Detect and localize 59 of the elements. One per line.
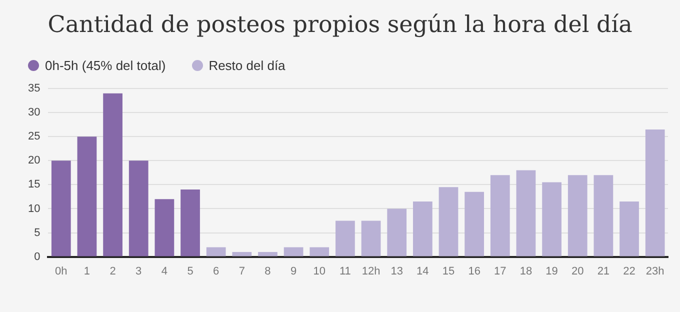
legend-label: Resto del día [208,58,286,72]
bar [51,160,71,256]
x-tick-label: 20 [571,265,584,278]
bar [387,208,407,256]
bar [284,247,304,256]
bar [542,182,562,256]
chart-title: Cantidad de posteos propios según la hora del día [46,12,634,40]
y-tick-label: 5 [34,226,40,239]
bar [336,220,355,256]
x-tick-label: 11 [339,265,351,278]
bar [310,247,330,256]
bar [568,175,588,256]
x-tick-label: 2 [110,265,116,278]
x-tick-label: 21 [597,265,610,278]
y-tick-label: 10 [28,202,40,215]
bar [128,160,148,256]
bar [154,199,174,256]
x-tick-label: 6 [213,265,220,278]
x-tick-label: 23h [646,265,664,278]
x-tick-label: 19 [546,265,558,278]
bar [361,220,381,256]
x-tick-label: 16 [468,265,480,278]
bar [594,175,614,256]
x-tick-label: 7 [238,265,245,278]
y-tick-label: 15 [28,178,40,191]
bar [620,202,639,256]
y-tick-label: 35 [28,82,40,95]
x-tick-label: 17 [494,265,506,278]
x-tick-label: 10 [313,265,326,278]
x-tick-label: 3 [136,265,142,278]
bar [258,252,278,256]
bar [645,129,665,256]
bar [516,170,536,256]
bar [412,202,432,256]
legend-label: 0h-5h (45% del total) [44,58,166,72]
x-tick-label: 13 [390,265,403,278]
x-tick-label: 14 [416,265,429,278]
bar [180,190,200,256]
x-tick-label: 22 [623,265,636,278]
x-tick-label: 8 [264,265,271,278]
x-tick-label: 5 [187,265,194,278]
bar [206,247,226,256]
bar [77,136,97,256]
bar [490,175,510,256]
y-tick-label: 30 [28,106,40,119]
x-tick-label: 1 [84,265,90,278]
x-tick-label: 0h [55,265,68,278]
x-tick-label: 9 [290,265,297,278]
y-tick-label: 0 [34,250,40,263]
bar [103,93,122,256]
x-tick-label: 15 [442,265,455,278]
bar [438,187,458,256]
x-tick-label: 18 [520,265,532,278]
x-tick-label: 12h [362,265,380,278]
y-tick-label: 20 [28,154,40,167]
x-tick-label: 4 [161,265,168,278]
y-tick-label: 25 [28,130,40,143]
bar [464,192,484,256]
bar [232,252,252,256]
